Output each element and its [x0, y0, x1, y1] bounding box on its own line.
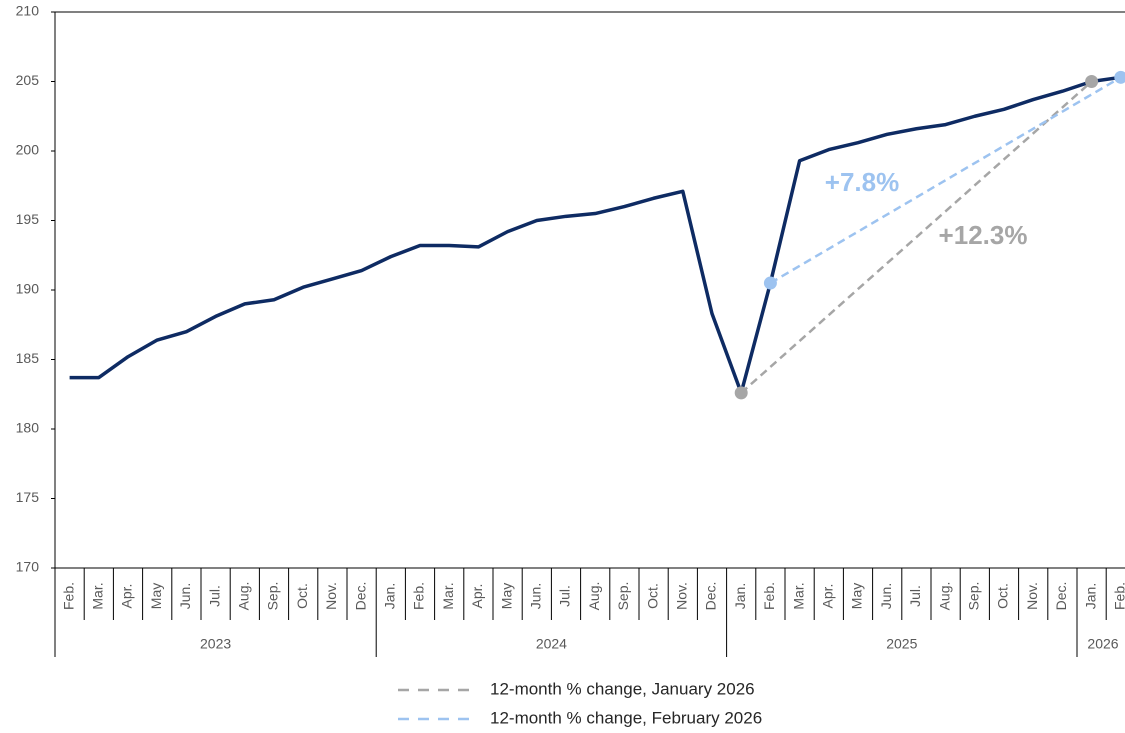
year-label: 2025 [886, 636, 917, 652]
y-tick-label: 185 [16, 350, 40, 366]
x-tick-label: Apr. [820, 584, 836, 609]
x-tick-label: Oct. [644, 583, 660, 609]
x-tick-label: Nov. [323, 582, 339, 610]
x-tick-label: Apr. [119, 584, 135, 609]
year-label: 2024 [536, 636, 567, 652]
year-label: 2026 [1087, 636, 1118, 652]
x-tick-label: May [498, 583, 514, 609]
y-tick-label: 195 [16, 211, 40, 227]
x-tick-label: Apr. [469, 584, 485, 609]
comparison-line [769, 76, 1122, 285]
x-tick-label: Jan. [732, 583, 748, 609]
x-tick-label: Jun. [177, 583, 193, 609]
x-tick-label: May [148, 583, 164, 609]
x-tick-label: Sep. [615, 582, 631, 611]
x-tick-label: Aug. [936, 582, 952, 611]
legend-label: 12-month % change, February 2026 [490, 708, 762, 727]
x-tick-label: Jan. [1082, 583, 1098, 609]
x-tick-label: Jun. [528, 583, 544, 609]
legend-label: 12-month % change, January 2026 [490, 679, 755, 698]
x-tick-label: Dec. [1053, 582, 1069, 611]
x-tick-label: Jul. [907, 585, 923, 607]
x-tick-label: Feb. [761, 582, 777, 610]
data-line [69, 75, 1122, 395]
comparison-end [1114, 70, 1125, 84]
x-tick-label: Sep. [265, 582, 281, 611]
comparison-line [740, 80, 1093, 394]
x-tick-label: Oct. [294, 583, 310, 609]
y-tick-label: 170 [16, 559, 40, 575]
x-tick-label: Mar. [440, 582, 456, 609]
comparison-label: +7.8% [825, 167, 899, 197]
x-tick-label: Jan. [382, 583, 398, 609]
y-tick-label: 200 [16, 142, 40, 158]
x-tick-label: Aug. [586, 582, 602, 611]
x-tick-label: Dec. [703, 582, 719, 611]
x-tick-label: Mar. [790, 582, 806, 609]
y-tick-label: 180 [16, 420, 40, 436]
x-tick-label: Dec. [352, 582, 368, 611]
year-label: 2023 [200, 636, 231, 652]
comparison-start [763, 276, 777, 290]
comparison-label: +12.3% [939, 220, 1028, 250]
comparison-end [1085, 75, 1099, 88]
x-tick-label: Nov. [1024, 582, 1040, 610]
x-tick-label: Jul. [557, 585, 573, 607]
x-tick-label: Jul. [206, 585, 222, 607]
x-tick-label: Sep. [966, 582, 982, 611]
x-tick-label: Nov. [674, 582, 690, 610]
x-tick-label: Jun. [878, 583, 894, 609]
x-tick-label: Feb. [1112, 582, 1125, 610]
y-tick-label: 205 [16, 72, 40, 88]
x-tick-label: Feb. [60, 582, 76, 610]
y-tick-label: 190 [16, 281, 40, 297]
x-tick-label: Mar. [90, 582, 106, 609]
x-tick-label: Oct. [995, 583, 1011, 609]
x-tick-label: Feb. [411, 582, 427, 610]
x-tick-label: May [849, 583, 865, 609]
x-tick-label: Aug. [236, 582, 252, 611]
y-tick-label: 210 [16, 3, 40, 19]
y-tick-label: 175 [16, 489, 40, 505]
comparison-start [734, 386, 748, 400]
